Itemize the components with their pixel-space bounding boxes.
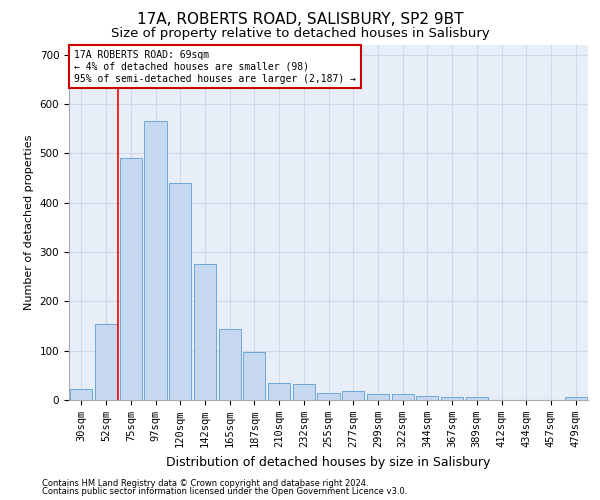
Bar bbox=[145, 122, 167, 400]
Bar bbox=[317, 392, 340, 400]
X-axis label: Distribution of detached houses by size in Salisbury: Distribution of detached houses by size … bbox=[166, 456, 491, 468]
Bar bbox=[119, 158, 142, 400]
Bar bbox=[218, 328, 241, 400]
Bar bbox=[169, 183, 191, 400]
Bar bbox=[342, 391, 364, 400]
Bar bbox=[392, 394, 414, 400]
Text: 17A ROBERTS ROAD: 69sqm
← 4% of detached houses are smaller (98)
95% of semi-det: 17A ROBERTS ROAD: 69sqm ← 4% of detached… bbox=[74, 50, 356, 84]
Bar bbox=[416, 396, 439, 400]
Bar bbox=[243, 352, 265, 400]
Text: Size of property relative to detached houses in Salisbury: Size of property relative to detached ho… bbox=[110, 28, 490, 40]
Bar bbox=[268, 382, 290, 400]
Bar bbox=[194, 264, 216, 400]
Bar bbox=[367, 394, 389, 400]
Y-axis label: Number of detached properties: Number of detached properties bbox=[24, 135, 34, 310]
Bar bbox=[70, 389, 92, 400]
Bar bbox=[441, 397, 463, 400]
Text: 17A, ROBERTS ROAD, SALISBURY, SP2 9BT: 17A, ROBERTS ROAD, SALISBURY, SP2 9BT bbox=[137, 12, 463, 28]
Bar bbox=[565, 397, 587, 400]
Text: Contains public sector information licensed under the Open Government Licence v3: Contains public sector information licen… bbox=[42, 487, 407, 496]
Bar bbox=[466, 397, 488, 400]
Bar bbox=[293, 384, 315, 400]
Text: Contains HM Land Registry data © Crown copyright and database right 2024.: Contains HM Land Registry data © Crown c… bbox=[42, 478, 368, 488]
Bar bbox=[95, 324, 117, 400]
